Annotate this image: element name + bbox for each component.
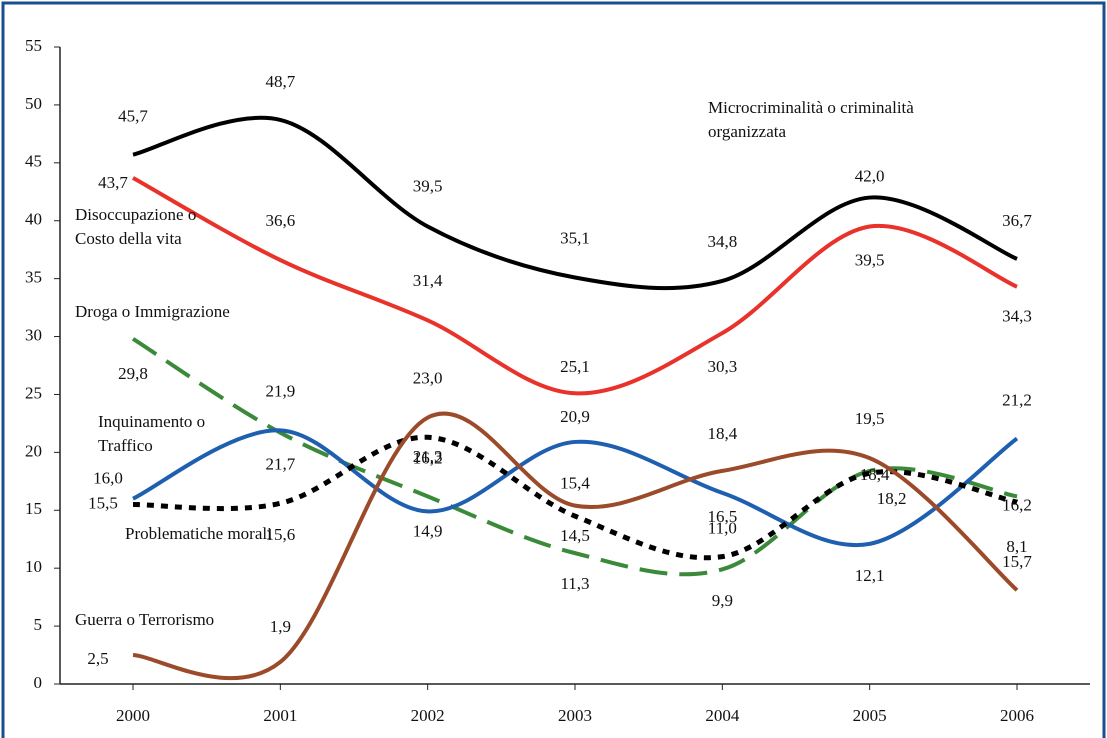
data-label: 39,5: [855, 250, 885, 269]
data-label: 18,4: [707, 424, 737, 443]
data-label: 43,7: [98, 173, 128, 192]
data-label: 11,3: [560, 574, 589, 593]
series-name: Microcriminalità o criminalità organizza…: [708, 98, 914, 141]
data-label: 16,2: [1002, 495, 1032, 514]
series-line: [132, 176, 1018, 396]
data-label: 15,5: [88, 493, 118, 512]
data-label: 30,3: [707, 357, 737, 376]
series-name: Inquinamento o Traffico: [98, 412, 206, 455]
data-label: 29,8: [118, 364, 148, 383]
data-label: 45,7: [118, 107, 148, 126]
x-tick-label: 2005: [853, 706, 887, 725]
data-label: 11,0: [708, 519, 737, 538]
data-label: 8,1: [1006, 537, 1027, 556]
data-label: 34,8: [707, 232, 737, 251]
x-tick-label: 2000: [116, 706, 150, 725]
data-label: 21,2: [1002, 390, 1032, 409]
data-label: 34,3: [1002, 307, 1032, 326]
data-label: 20,9: [560, 407, 590, 426]
data-label: 25,1: [560, 357, 590, 376]
series-line: [132, 115, 1018, 291]
x-tick-label: 2001: [263, 706, 297, 725]
x-tick-label: 2004: [705, 706, 740, 725]
data-label: 36,7: [1002, 211, 1032, 230]
data-label: 48,7: [265, 72, 295, 91]
data-label: 42,0: [855, 166, 885, 185]
data-label: 21,3: [413, 447, 443, 466]
data-label: 14,9: [413, 521, 443, 540]
data-label: 19,5: [855, 409, 885, 428]
y-tick-label: 20: [25, 441, 42, 460]
data-label: 23,0: [413, 369, 443, 388]
data-label: 15,7: [1002, 552, 1032, 571]
y-tick-label: 55: [25, 36, 42, 55]
data-label: 21,9: [265, 381, 295, 400]
data-label: 16,5: [707, 507, 737, 526]
series-name: Droga o Immigrazione: [75, 302, 230, 321]
y-tick-label: 40: [25, 210, 42, 229]
x-tick-label: 2003: [558, 706, 592, 725]
y-tick-label: 30: [25, 325, 42, 344]
data-label: 15,6: [265, 525, 295, 544]
series-name: Guerra o Terrorismo: [75, 610, 215, 629]
data-label: 1,9: [270, 617, 291, 636]
x-tick-label: 2006: [1000, 706, 1034, 725]
y-tick-label: 5: [34, 615, 43, 634]
data-label: 36,6: [265, 211, 295, 230]
y-tick-label: 10: [25, 557, 42, 576]
y-tick-label: 15: [25, 499, 42, 518]
data-label: 12,1: [855, 566, 885, 585]
series-line: [132, 411, 1019, 681]
data-label: 35,1: [560, 228, 590, 247]
y-tick-label: 45: [25, 152, 42, 171]
series-name: Disoccupazione o Costo della vita: [75, 205, 197, 248]
data-label: 39,5: [413, 176, 443, 195]
series-line: [132, 434, 1018, 561]
data-label: 9,9: [712, 591, 733, 610]
data-label: 16,2: [413, 448, 443, 467]
data-label: 14,5: [560, 526, 590, 545]
y-tick-label: 50: [25, 94, 42, 113]
y-tick-label: 35: [25, 268, 42, 287]
series-line: [132, 428, 1019, 548]
data-label: 18,2: [877, 489, 907, 508]
data-label: 16,0: [93, 469, 123, 488]
y-tick-label: 25: [25, 383, 42, 402]
series-line: [131, 337, 1018, 577]
data-label: 15,4: [560, 474, 590, 493]
data-label: 21,7: [265, 455, 295, 474]
y-tick-label: 0: [34, 673, 43, 692]
data-label: 31,4: [413, 271, 443, 290]
x-tick-label: 2002: [411, 706, 445, 725]
series-name: Problematiche morali: [125, 524, 272, 543]
data-label: 2,5: [87, 649, 108, 668]
